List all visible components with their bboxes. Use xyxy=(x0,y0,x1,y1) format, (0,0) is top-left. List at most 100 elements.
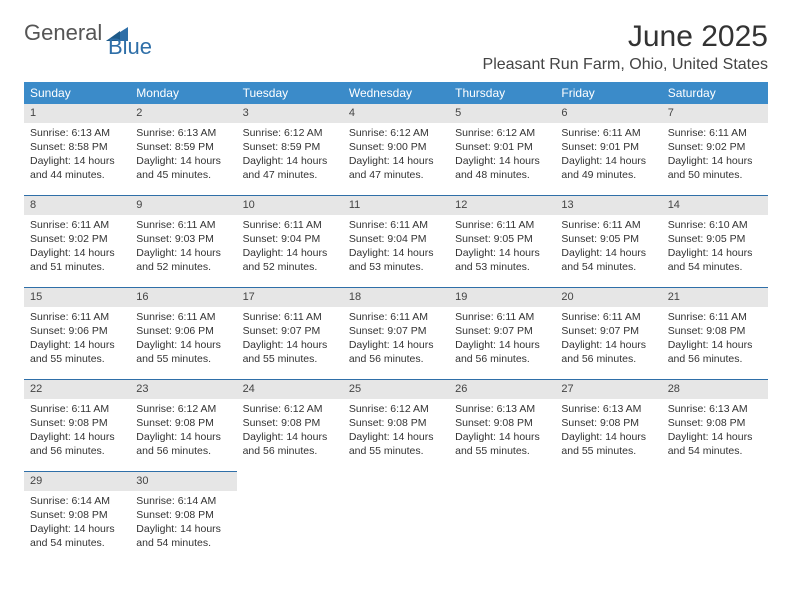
sunrise-value: 6:11 AM xyxy=(390,219,428,231)
sunrise-value: 6:11 AM xyxy=(603,311,641,323)
daylight-label: Daylight: xyxy=(136,155,180,167)
day-info: Sunrise: 6:11 AMSunset: 9:02 PMDaylight:… xyxy=(30,218,124,275)
sunset-label: Sunset: xyxy=(349,233,388,245)
day-info: Sunrise: 6:13 AMSunset: 9:08 PMDaylight:… xyxy=(561,402,655,459)
day-info: Sunrise: 6:14 AMSunset: 9:08 PMDaylight:… xyxy=(136,494,230,551)
sunrise-label: Sunrise: xyxy=(136,311,177,323)
weekday-header: Tuesday xyxy=(237,82,343,104)
calendar-day: 15Sunrise: 6:11 AMSunset: 9:06 PMDayligh… xyxy=(24,288,130,380)
sunset-label: Sunset: xyxy=(243,417,282,429)
day-number: 6 xyxy=(555,104,661,123)
sunset-label: Sunset: xyxy=(243,325,282,337)
daylight-label: Daylight: xyxy=(561,155,605,167)
day-info: Sunrise: 6:12 AMSunset: 9:00 PMDaylight:… xyxy=(349,126,443,183)
day-number: 15 xyxy=(24,288,130,307)
calendar-day: 21Sunrise: 6:11 AMSunset: 9:08 PMDayligh… xyxy=(662,288,768,380)
sunset-label: Sunset: xyxy=(136,141,175,153)
calendar-day: 14 Sunrise: 6:10 AMSunset: 9:05 PMDayligh… xyxy=(662,196,768,288)
sunrise-label: Sunrise: xyxy=(561,219,602,231)
sunset-label: Sunset: xyxy=(561,417,600,429)
day-number: 24 xyxy=(237,380,343,399)
sunrise-value: 6:11 AM xyxy=(284,219,322,231)
sunrise-value: 6:13 AM xyxy=(603,403,642,415)
sunset-value: 9:07 PM xyxy=(494,325,533,337)
calendar-table: SundayMondayTuesdayWednesdayThursdayFrid… xyxy=(24,82,768,563)
day-number: 14 xyxy=(662,196,768,215)
daylight-label: Daylight: xyxy=(30,155,74,167)
weekday-header: Wednesday xyxy=(343,82,449,104)
day-number: 7 xyxy=(662,104,768,123)
calendar-day: 13Sunrise: 6:11 AMSunset: 9:05 PMDayligh… xyxy=(555,196,661,288)
sunset-label: Sunset: xyxy=(561,141,600,153)
day-info: Sunrise: 6:11 AMSunset: 9:08 PMDaylight:… xyxy=(30,402,124,459)
sunrise-value: 6:11 AM xyxy=(390,311,428,323)
sunset-label: Sunset: xyxy=(455,325,494,337)
sunset-value: 9:08 PM xyxy=(175,417,214,429)
calendar-day: 23Sunrise: 6:12 AMSunset: 9:08 PMDayligh… xyxy=(130,380,236,472)
calendar-empty xyxy=(343,472,449,564)
calendar-day: 2Sunrise: 6:13 AMSunset: 8:59 PMDaylight… xyxy=(130,104,236,196)
day-info: Sunrise: 6:12 AMSunset: 9:08 PMDaylight:… xyxy=(136,402,230,459)
sunrise-label: Sunrise: xyxy=(30,495,71,507)
sunrise-label: Sunrise: xyxy=(136,495,177,507)
sunset-label: Sunset: xyxy=(455,141,494,153)
day-number: 5 xyxy=(449,104,555,123)
sunset-label: Sunset: xyxy=(243,141,282,153)
day-info: Sunrise: 6:13 AMSunset: 9:08 PMDaylight:… xyxy=(668,402,762,459)
logo-general: General xyxy=(24,20,102,46)
sunset-value: 9:08 PM xyxy=(69,509,108,521)
sunrise-label: Sunrise: xyxy=(349,127,390,139)
sunset-value: 9:01 PM xyxy=(494,141,533,153)
day-number: 1 xyxy=(24,104,130,123)
daylight-label: Daylight: xyxy=(349,155,393,167)
sunrise-value: 6:11 AM xyxy=(497,311,535,323)
day-number: 21 xyxy=(662,288,768,307)
calendar-day: 18Sunrise: 6:11 AMSunset: 9:07 PMDayligh… xyxy=(343,288,449,380)
calendar-empty xyxy=(662,472,768,564)
day-info: Sunrise: 6:10 AMSunset: 9:05 PMDaylight:… xyxy=(668,218,762,275)
sunset-label: Sunset: xyxy=(668,417,707,429)
sunrise-label: Sunrise: xyxy=(668,403,709,415)
calendar-day: 16Sunrise: 6:11 AMSunset: 9:06 PMDayligh… xyxy=(130,288,236,380)
title-block: June 2025 Pleasant Run Farm, Ohio, Unite… xyxy=(483,20,768,74)
sunrise-value: 6:13 AM xyxy=(497,403,536,415)
sunset-value: 9:04 PM xyxy=(387,233,426,245)
calendar-row: 22Sunrise: 6:11 AMSunset: 9:08 PMDayligh… xyxy=(24,380,768,472)
sunrise-value: 6:14 AM xyxy=(178,495,217,507)
calendar-day: 20Sunrise: 6:11 AMSunset: 9:07 PMDayligh… xyxy=(555,288,661,380)
sunrise-value: 6:11 AM xyxy=(71,219,109,231)
day-number: 9 xyxy=(130,196,236,215)
sunrise-label: Sunrise: xyxy=(136,127,177,139)
sunrise-label: Sunrise: xyxy=(561,127,602,139)
sunrise-value: 6:11 AM xyxy=(709,127,747,139)
daylight-label: Daylight: xyxy=(136,523,180,535)
calendar-row: 8Sunrise: 6:11 AMSunset: 9:02 PMDaylight… xyxy=(24,196,768,288)
day-info: Sunrise: 6:11 AMSunset: 9:02 PMDaylight:… xyxy=(668,126,762,183)
sunset-label: Sunset: xyxy=(668,233,707,245)
sunrise-value: 6:14 AM xyxy=(71,495,110,507)
day-number: 13 xyxy=(555,196,661,215)
sunset-value: 8:59 PM xyxy=(281,141,320,153)
calendar-day: 30Sunrise: 6:14 AMSunset: 9:08 PMDayligh… xyxy=(130,472,236,564)
day-number: 10 xyxy=(237,196,343,215)
sunrise-value: 6:11 AM xyxy=(709,311,747,323)
sunrise-value: 6:11 AM xyxy=(284,311,322,323)
day-info: Sunrise: 6:12 AMSunset: 9:08 PMDaylight:… xyxy=(243,402,337,459)
sunrise-label: Sunrise: xyxy=(243,403,284,415)
sunset-value: 9:08 PM xyxy=(69,417,108,429)
sunrise-value: 6:12 AM xyxy=(284,403,323,415)
sunrise-value: 6:11 AM xyxy=(71,311,109,323)
daylight-label: Daylight: xyxy=(668,339,712,351)
weekday-header: Saturday xyxy=(662,82,768,104)
logo-blue: Blue xyxy=(108,34,152,60)
day-info: Sunrise: 6:11 AMSunset: 9:05 PMDaylight:… xyxy=(455,218,549,275)
sunset-label: Sunset: xyxy=(243,233,282,245)
daylight-label: Daylight: xyxy=(561,247,605,259)
daylight-label: Daylight: xyxy=(668,155,712,167)
calendar-day: 22Sunrise: 6:11 AMSunset: 9:08 PMDayligh… xyxy=(24,380,130,472)
sunset-label: Sunset: xyxy=(30,141,69,153)
sunset-value: 9:08 PM xyxy=(494,417,533,429)
daylight-label: Daylight: xyxy=(455,339,499,351)
sunrise-label: Sunrise: xyxy=(30,403,71,415)
sunrise-value: 6:13 AM xyxy=(178,127,217,139)
